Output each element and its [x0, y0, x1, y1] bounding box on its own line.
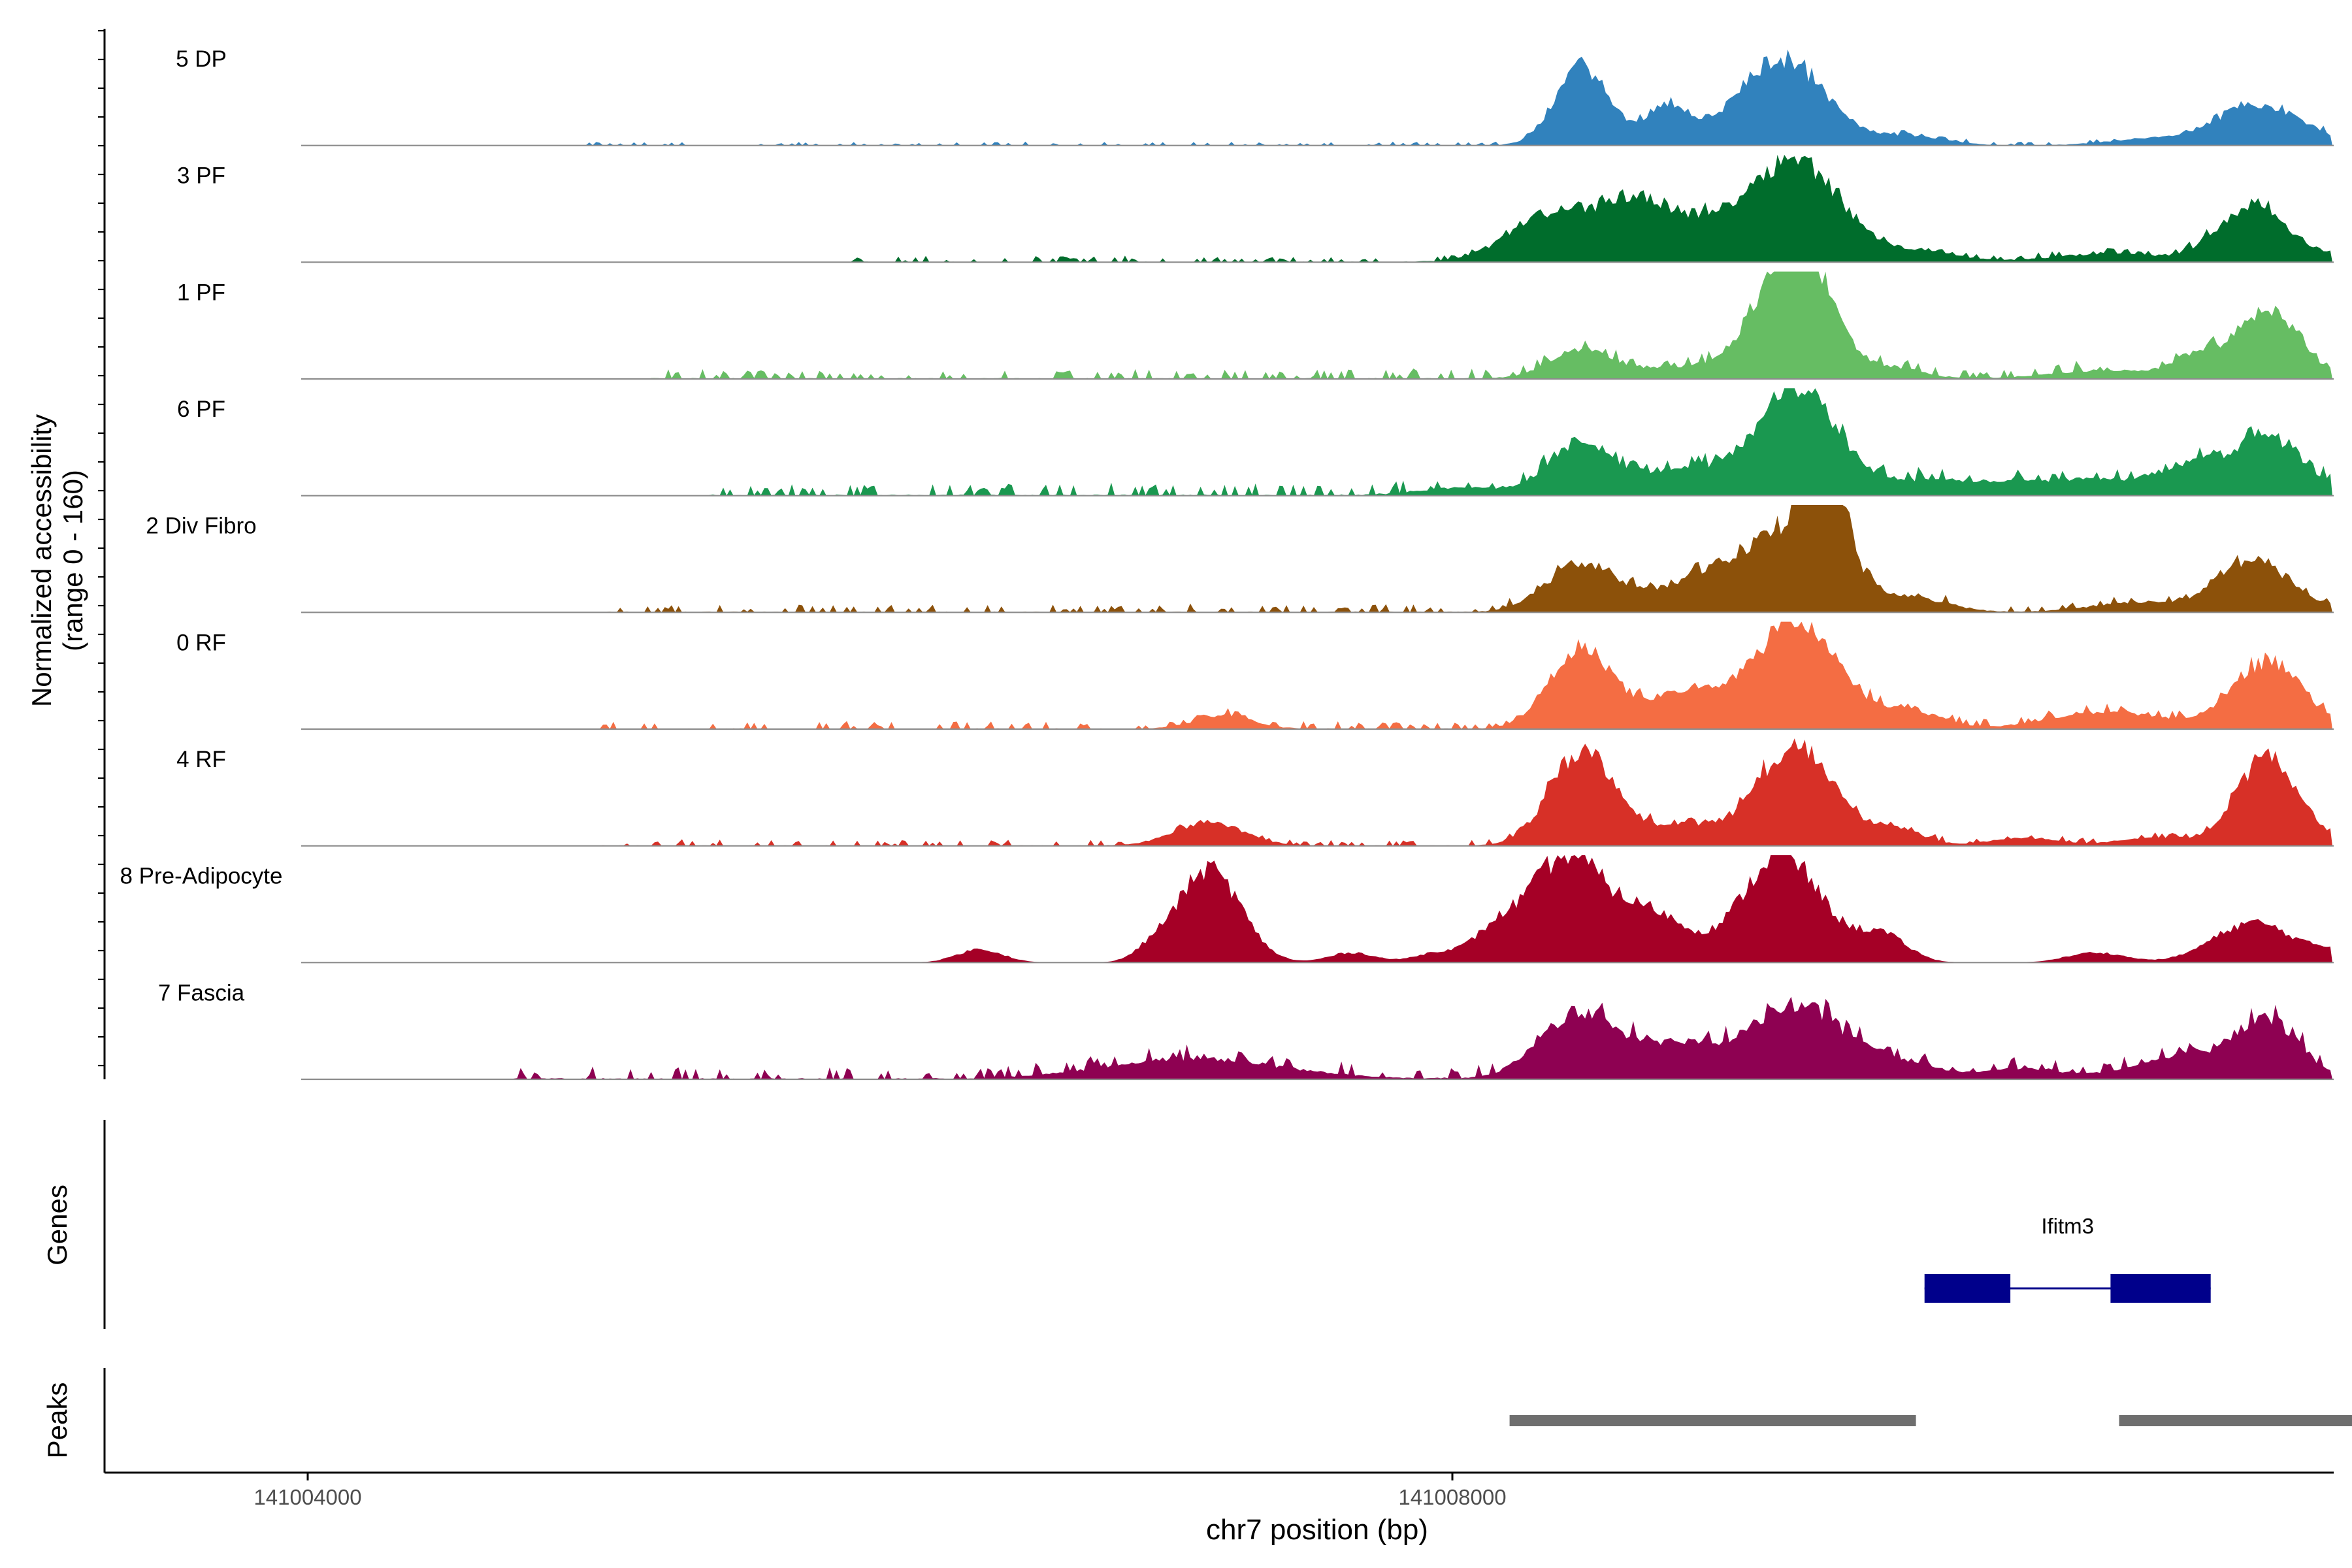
x-tick-label: 141004000 — [253, 1485, 361, 1509]
track-8-pre-adipocyte: 8 Pre-Adipocyte — [120, 855, 2334, 964]
peak-track — [1509, 1415, 2352, 1426]
track-5-dp: 5 DP — [176, 46, 2334, 146]
peaks-panel-title: Peaks — [42, 1382, 73, 1459]
gene-exon — [1924, 1274, 2011, 1303]
gene-label: Ifitm3 — [2041, 1214, 2094, 1238]
track-0-rf: 0 RF — [176, 621, 2334, 730]
coverage-area — [308, 49, 2332, 146]
x-axis-title: chr7 position (bp) — [1206, 1514, 1428, 1546]
track-label: 2 Div Fibro — [146, 514, 256, 539]
peak-region — [1509, 1415, 1916, 1426]
track-2-div-fibro: 2 Div Fibro — [146, 505, 2334, 613]
coverage-area — [308, 996, 2332, 1079]
coverage-area — [308, 155, 2332, 263]
track-4-rf: 4 RF — [176, 738, 2334, 847]
track-label: 6 PF — [177, 397, 225, 422]
coverage-area — [308, 738, 2332, 846]
track-label: 3 PF — [177, 163, 225, 189]
gene-ifitm3: Ifitm3 — [1924, 1214, 2211, 1303]
coverage-area — [308, 621, 2332, 729]
track-label: 1 PF — [177, 280, 225, 305]
coverage-area — [308, 271, 2332, 379]
coverage-area — [308, 388, 2332, 496]
coverage-tracks: 5 DP 3 PF 1 PF 6 PF 2 Div Fibro 0 RF 4 RF 8 Pre… — [120, 46, 2334, 1081]
x-tick-label: 141008000 — [1398, 1485, 1506, 1509]
y-axis-title-line2: (range 0 - 160) — [57, 470, 88, 651]
track-label: 7 Fascia — [158, 980, 245, 1005]
track-label: 5 DP — [176, 46, 227, 72]
gene-track: Ifitm3Ifitm6 — [1924, 1214, 2211, 1303]
track-3-pf: 3 PF — [177, 155, 2334, 263]
track-7-fascia: 7 Fascia — [158, 980, 2334, 1081]
y-axis-title-line1: Normalized accessibility — [26, 414, 57, 707]
genes-panel-title: Genes — [42, 1184, 73, 1266]
coverage-area — [308, 505, 2332, 613]
track-6-pf: 6 PF — [177, 388, 2334, 497]
coverage-y-ticks — [98, 29, 105, 1067]
x-axis-ticks: 141004000141008000141012000141016000 — [253, 1473, 1507, 1509]
track-label: 0 RF — [176, 630, 226, 655]
peak-region — [2119, 1415, 2352, 1426]
gene-exon — [2110, 1274, 2211, 1303]
coverage-area — [308, 855, 2332, 963]
track-1-pf: 1 PF — [177, 271, 2334, 380]
track-label: 4 RF — [176, 747, 226, 772]
track-label: 8 Pre-Adipocyte — [120, 864, 282, 889]
